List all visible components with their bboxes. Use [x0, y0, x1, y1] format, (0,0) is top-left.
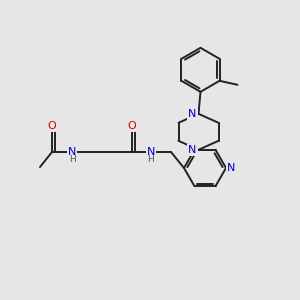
Text: N: N: [227, 163, 235, 173]
Text: O: O: [48, 121, 56, 131]
Text: N: N: [147, 147, 155, 157]
Text: N: N: [68, 147, 76, 157]
Text: N: N: [188, 145, 197, 155]
Text: O: O: [128, 121, 136, 131]
Text: H: H: [69, 155, 75, 164]
Text: N: N: [188, 109, 197, 119]
Text: H: H: [148, 155, 154, 164]
